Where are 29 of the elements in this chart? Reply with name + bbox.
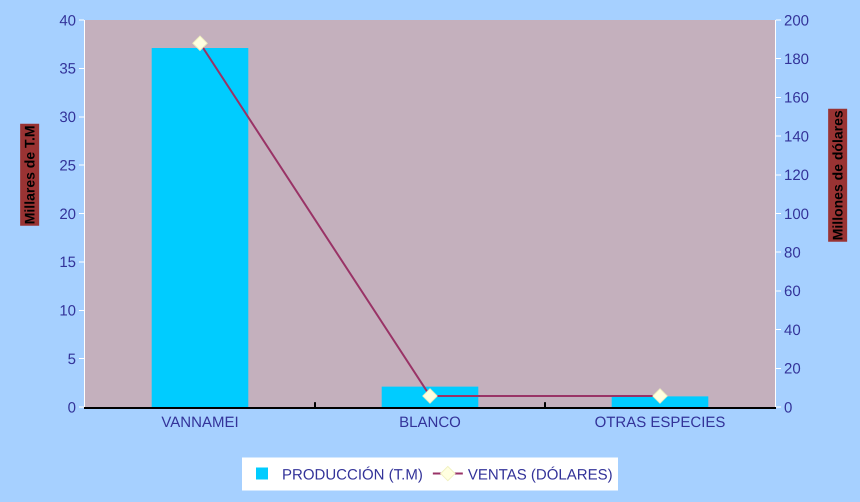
y-axis-title: Millares de T.M	[22, 125, 38, 224]
y2-tick-label: 180	[784, 50, 810, 68]
y2-tick-label: 140	[784, 128, 810, 146]
y2-tick-label: 0	[784, 399, 792, 416]
legend-label: PRODUCCIÓN (T.M)	[282, 465, 423, 484]
x-tick-label: BLANCO	[399, 414, 461, 431]
y-tick-label: 10	[59, 302, 76, 320]
y-tick-label: 20	[59, 206, 76, 223]
y2-tick-label: 200	[784, 12, 810, 30]
y-tick-label: 40	[59, 12, 76, 30]
y2-tick-label: 40	[784, 322, 801, 339]
y2-tick-label: 100	[784, 206, 810, 223]
y2-tick-label: 20	[784, 360, 801, 378]
y-tick-label: 15	[59, 254, 76, 272]
y2-tick-label: 120	[784, 167, 810, 184]
y2-tick-label: 80	[784, 244, 801, 262]
y-tick-label: 30	[59, 109, 76, 126]
y2-axis-title: Millones de dólares	[830, 110, 846, 240]
bar	[612, 396, 708, 407]
y2-tick-label: 160	[784, 90, 810, 107]
y-tick-label: 5	[68, 350, 76, 368]
y-tick-label: 25	[59, 157, 76, 174]
x-tick-label: VANNAMEI	[161, 414, 239, 431]
x-tick-label: OTRAS ESPECIES	[594, 414, 726, 431]
legend-label: VENTAS (DÓLARES)	[468, 465, 613, 484]
y2-tick-label: 60	[784, 283, 801, 300]
y-tick-label: 35	[59, 60, 76, 78]
y-tick-label: 0	[68, 399, 76, 416]
bar	[152, 48, 248, 407]
